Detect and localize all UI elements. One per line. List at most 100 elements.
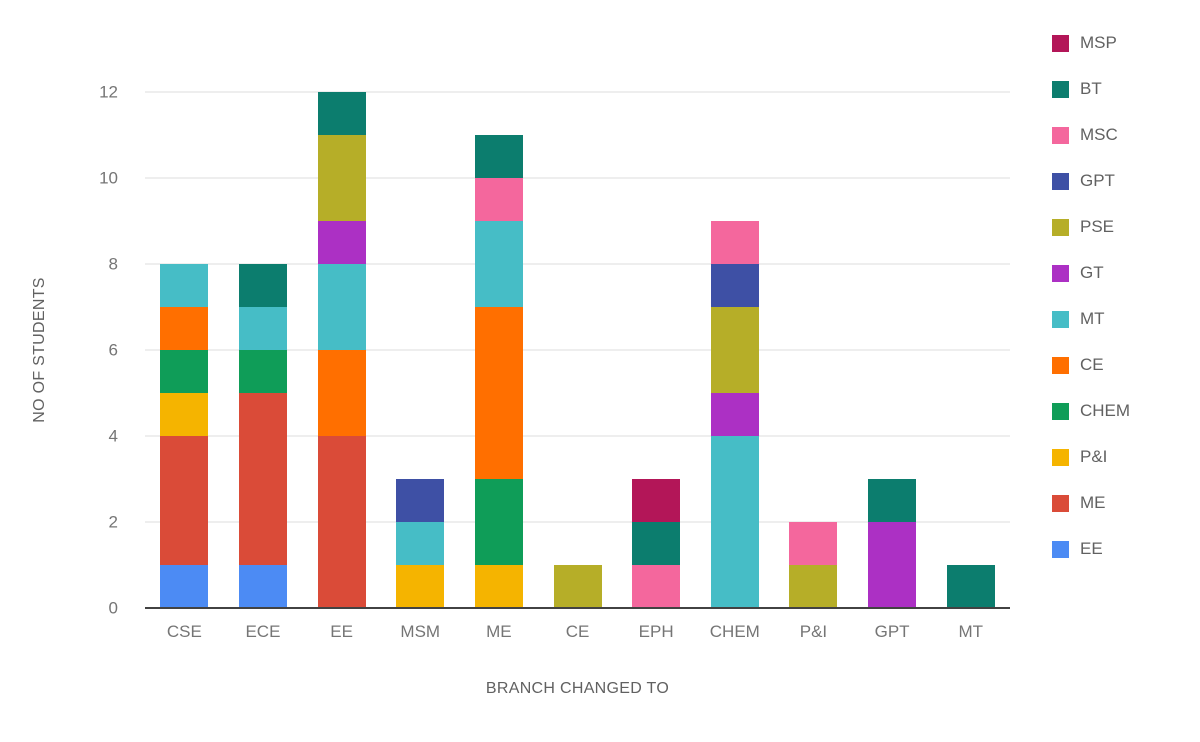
legend-swatch-EE xyxy=(1052,540,1069,558)
legend-label-BT: BT xyxy=(1080,79,1102,98)
bar-segment-GPT-BT[interactable] xyxy=(868,479,917,522)
bar-segment-ME-P&I[interactable] xyxy=(474,565,523,608)
y-tick-label-6: 6 xyxy=(108,340,118,360)
bar-segment-CSE-ME[interactable] xyxy=(160,436,209,565)
bar-segment-ECE-MT[interactable] xyxy=(238,307,287,350)
bars-row xyxy=(145,92,1010,608)
bar-segment-ECE-CHEM[interactable] xyxy=(238,350,287,393)
legend-label-ME: ME xyxy=(1080,493,1106,512)
legend-label-PSE: PSE xyxy=(1080,217,1115,236)
bar-segment-CHEM-GPT[interactable] xyxy=(710,264,759,307)
legend: MSP BT MSC GPT PSE GT MT CE CHEM P&I ME EE xyxy=(1052,33,1130,585)
bar-segment-EE-GT[interactable] xyxy=(317,221,366,264)
legend-item-EE: EE xyxy=(1052,539,1130,559)
bar-segment-CHEM-MT[interactable] xyxy=(710,436,759,608)
gridline xyxy=(145,177,1010,179)
legend-label-MSP: MSP xyxy=(1080,33,1117,52)
legend-swatch-PSE xyxy=(1052,218,1069,236)
x-tick-label-CE: CE xyxy=(565,622,590,641)
bar-segment-EPH-MSC[interactable] xyxy=(632,565,681,608)
bar-segment-EE-BT[interactable] xyxy=(317,92,366,135)
gridline xyxy=(145,521,1010,523)
bar-CE xyxy=(553,92,602,608)
bar-segment-CHEM-GT[interactable] xyxy=(710,393,759,436)
legend-swatch-ME xyxy=(1052,494,1069,512)
bar-slot-MT xyxy=(931,92,1010,608)
bar-segment-ECE-EE[interactable] xyxy=(238,565,287,608)
legend-label-P&I: P&I xyxy=(1080,447,1108,466)
bar-segment-MT-BT[interactable] xyxy=(946,565,995,608)
bar-ECE xyxy=(238,92,287,608)
bar-MSM xyxy=(396,92,445,608)
legend-swatch-MSP xyxy=(1052,34,1069,52)
bar-segment-CSE-P&I[interactable] xyxy=(160,393,209,436)
legend-item-GT: GT xyxy=(1052,263,1130,283)
bar-P&I xyxy=(789,92,838,608)
legend-item-MSC: MSC xyxy=(1052,125,1130,145)
bar-slot-GPT xyxy=(853,92,932,608)
legend-swatch-GT xyxy=(1052,264,1069,282)
bar-segment-EPH-BT[interactable] xyxy=(632,522,681,565)
bar-segment-ECE-ME[interactable] xyxy=(238,393,287,565)
bar-slot-CHEM xyxy=(695,92,774,608)
bar-segment-EE-MT[interactable] xyxy=(317,264,366,350)
gridline xyxy=(145,349,1010,351)
x-tick-label-CHEM: CHEM xyxy=(709,622,760,641)
bar-EPH xyxy=(632,92,681,608)
x-axis-line xyxy=(145,607,1010,609)
bar-segment-ME-MT[interactable] xyxy=(474,221,523,307)
bar-segment-P&I-PSE[interactable] xyxy=(789,565,838,608)
bar-segment-EE-CE[interactable] xyxy=(317,350,366,436)
x-tick-label-CSE: CSE xyxy=(166,622,202,641)
bar-segment-CE-PSE[interactable] xyxy=(553,565,602,608)
bar-segment-MSM-MT[interactable] xyxy=(396,522,445,565)
bar-slot-CSE xyxy=(145,92,224,608)
bar-segment-CSE-CHEM[interactable] xyxy=(160,350,209,393)
y-axis-ticks: 0 2 4 6 8 10 12 xyxy=(0,84,130,617)
bar-slot-MSM xyxy=(381,92,460,608)
bar-segment-CSE-EE[interactable] xyxy=(160,565,209,608)
gridline xyxy=(145,263,1010,265)
bar-segment-GPT-GT[interactable] xyxy=(868,522,917,608)
legend-swatch-CE xyxy=(1052,356,1069,374)
legend-label-MT: MT xyxy=(1080,309,1105,328)
legend-swatch-P&I xyxy=(1052,448,1069,466)
bar-segment-ME-CE[interactable] xyxy=(474,307,523,479)
bar-segment-ME-BT[interactable] xyxy=(474,135,523,178)
bar-segment-P&I-MSC[interactable] xyxy=(789,522,838,565)
bar-segment-ECE-BT[interactable] xyxy=(238,264,287,307)
bar-segment-EE-ME[interactable] xyxy=(317,436,366,608)
bar-slot-P&I xyxy=(774,92,853,608)
legend-item-MT: MT xyxy=(1052,309,1130,329)
bar-segment-ME-MSC[interactable] xyxy=(474,178,523,221)
y-tick-label-10: 10 xyxy=(99,168,118,188)
bar-segment-CSE-MT[interactable] xyxy=(160,264,209,307)
legend-item-CE: CE xyxy=(1052,355,1130,375)
legend-swatch-CHEM xyxy=(1052,402,1069,420)
legend-swatch-BT xyxy=(1052,80,1069,98)
bar-segment-MSM-GPT[interactable] xyxy=(396,479,445,522)
bar-segment-MSM-P&I[interactable] xyxy=(396,565,445,608)
legend-swatch-MSC xyxy=(1052,126,1069,144)
bar-segment-CHEM-MSC[interactable] xyxy=(710,221,759,264)
x-tick-label-EPH: EPH xyxy=(638,622,674,641)
legend-label-CHEM: CHEM xyxy=(1080,401,1131,420)
legend-item-GPT: GPT xyxy=(1052,171,1130,191)
bar-slot-ME xyxy=(460,92,539,608)
gridline xyxy=(145,435,1010,437)
bar-segment-CSE-CE[interactable] xyxy=(160,307,209,350)
bar-EE xyxy=(317,92,366,608)
legend-label-GPT: GPT xyxy=(1080,171,1115,190)
bar-segment-ME-CHEM[interactable] xyxy=(474,479,523,565)
bar-segment-EE-PSE[interactable] xyxy=(317,135,366,221)
bar-slot-EPH xyxy=(617,92,696,608)
x-tick-label-P&I: P&I xyxy=(799,622,828,641)
bar-slot-CE xyxy=(538,92,617,608)
legend-label-MSC: MSC xyxy=(1080,125,1118,144)
bar-segment-EPH-MSP[interactable] xyxy=(632,479,681,522)
legend-label-CE: CE xyxy=(1080,355,1104,374)
plot-area xyxy=(145,91,1010,609)
legend-item-BT: BT xyxy=(1052,79,1130,99)
bar-CSE xyxy=(160,92,209,608)
bar-segment-CHEM-PSE[interactable] xyxy=(710,307,759,393)
